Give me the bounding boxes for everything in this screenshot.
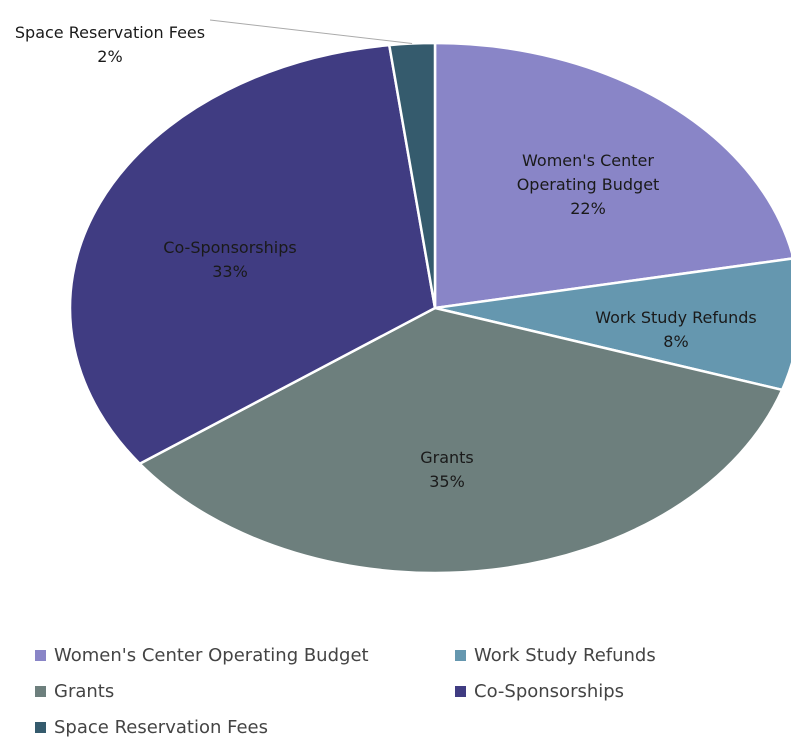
data-label-name: Grants	[420, 448, 474, 467]
data-label: Co-Sponsorships 33%	[130, 236, 330, 284]
data-label-value: 22%	[570, 199, 606, 218]
data-label-name: Space Reservation Fees	[14, 23, 206, 42]
legend-label: Women's Center Operating Budget	[54, 645, 369, 666]
data-label-name: Work Study Refunds	[595, 308, 757, 327]
data-label: Grants 35%	[367, 446, 527, 494]
data-label-value: 33%	[212, 262, 248, 281]
legend-item: Grants	[35, 681, 114, 702]
legend-label: Work Study Refunds	[474, 645, 656, 666]
legend-label: Grants	[54, 681, 115, 702]
data-label: Work Study Refunds 8%	[556, 306, 791, 354]
leader-line	[209, 19, 413, 45]
legend-swatch	[455, 650, 466, 661]
legend-swatch	[35, 650, 46, 661]
data-label-value: 2%	[97, 47, 123, 66]
data-label-value: 35%	[429, 472, 465, 491]
data-label-name: Co-Sponsorships	[163, 238, 297, 257]
legend-item: Co-Sponsorships	[455, 681, 624, 702]
legend-swatch	[35, 722, 46, 733]
data-label-value: 8%	[663, 332, 689, 351]
pie-slice	[137, 306, 784, 575]
data-label-name: Women's Center Operating Budget	[516, 151, 660, 194]
legend-swatch	[455, 686, 466, 697]
legend-item: Work Study Refunds	[455, 645, 656, 666]
legend-item: Women's Center Operating Budget	[35, 645, 369, 666]
legend-swatch	[35, 686, 46, 697]
pie-slice	[434, 257, 791, 392]
pie-slice	[68, 43, 437, 466]
legend-item: Space Reservation Fees	[35, 717, 268, 738]
data-label: Women's Center Operating Budget 22%	[493, 149, 683, 221]
legend-label: Space Reservation Fees	[54, 717, 268, 738]
legend-label: Co-Sponsorships	[474, 681, 625, 702]
pie-slice	[433, 41, 791, 310]
data-label: Space Reservation Fees 2%	[0, 21, 220, 69]
